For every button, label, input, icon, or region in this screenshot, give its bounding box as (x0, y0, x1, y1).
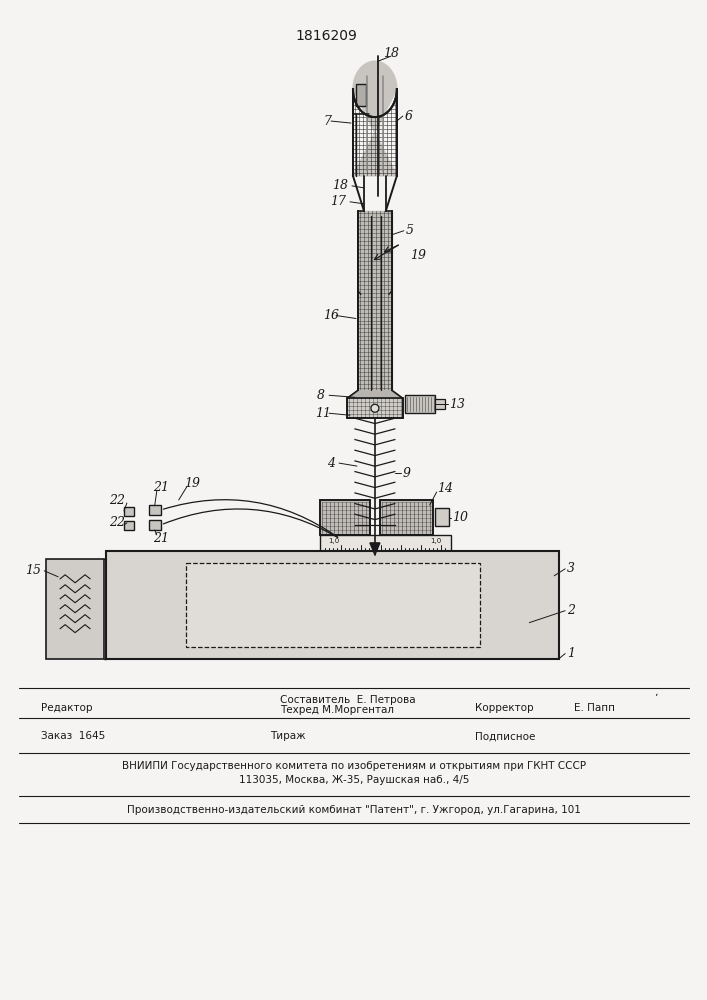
Text: 9: 9 (403, 467, 411, 480)
Text: 2: 2 (567, 604, 575, 617)
Text: 113035, Москва, Ж-35, Раушская наб., 4/5: 113035, Москва, Ж-35, Раушская наб., 4/5 (239, 775, 469, 785)
Text: 18: 18 (332, 179, 348, 192)
Text: 16: 16 (323, 309, 339, 322)
Bar (106, 551, 559, 659)
Polygon shape (353, 61, 397, 176)
Bar (320, 500, 370, 535)
Text: 1816209: 1816209 (296, 29, 357, 43)
Text: 3: 3 (567, 562, 575, 575)
Text: Тираж: Тираж (270, 731, 306, 741)
Bar (124, 507, 134, 516)
Text: 14: 14 (437, 482, 452, 495)
Text: Е. Папп: Е. Папп (574, 703, 615, 713)
Bar (347, 398, 403, 418)
Text: 1,0: 1,0 (328, 538, 339, 544)
Text: Подписное: Подписное (474, 731, 535, 741)
Text: 19: 19 (184, 477, 199, 490)
Text: Производственно-издательский комбинат "Патент", г. Ужгород, ул.Гагарина, 101: Производственно-издательский комбинат "П… (127, 805, 581, 815)
Polygon shape (347, 390, 403, 398)
Text: 7: 7 (323, 115, 331, 128)
Bar (380, 500, 433, 535)
Text: 13: 13 (450, 398, 466, 411)
Text: 6: 6 (405, 110, 413, 123)
Text: 11: 11 (315, 407, 331, 420)
Text: Составитель  Е. Петрова: Составитель Е. Петрова (280, 695, 416, 705)
Text: 19: 19 (410, 249, 426, 262)
Text: 18: 18 (383, 47, 399, 60)
Text: 5: 5 (406, 224, 414, 237)
Text: 1: 1 (567, 647, 575, 660)
Text: Корректор: Корректор (474, 703, 533, 713)
Bar (186, 563, 479, 647)
Bar (356, 84, 366, 106)
Text: 21: 21 (153, 481, 169, 494)
Bar (148, 505, 160, 515)
Bar (124, 521, 134, 530)
Text: 15: 15 (25, 564, 41, 577)
Text: Редактор: Редактор (41, 703, 93, 713)
Text: 4: 4 (327, 457, 335, 470)
Text: 10: 10 (452, 511, 469, 524)
Polygon shape (370, 543, 380, 555)
Text: 8: 8 (317, 389, 325, 402)
Bar (435, 399, 445, 409)
Text: 21: 21 (153, 532, 169, 545)
Circle shape (371, 404, 379, 412)
Text: ВНИИПИ Государственного комитета по изобретениям и открытиям при ГКНТ СССР: ВНИИПИ Государственного комитета по изоб… (122, 761, 586, 771)
Text: 22: 22 (109, 494, 125, 507)
Bar (435, 508, 449, 526)
Text: 22: 22 (109, 516, 125, 529)
Polygon shape (358, 211, 392, 390)
Bar (405, 395, 435, 413)
Text: 17: 17 (330, 195, 346, 208)
Bar (46, 559, 104, 659)
Bar (320, 535, 450, 551)
Text: Техред М.Моргентал: Техред М.Моргентал (280, 705, 395, 715)
Text: 1,0: 1,0 (431, 538, 442, 544)
Text: Заказ  1645: Заказ 1645 (41, 731, 105, 741)
Bar (148, 520, 160, 530)
Text: ʼ: ʼ (654, 693, 658, 703)
